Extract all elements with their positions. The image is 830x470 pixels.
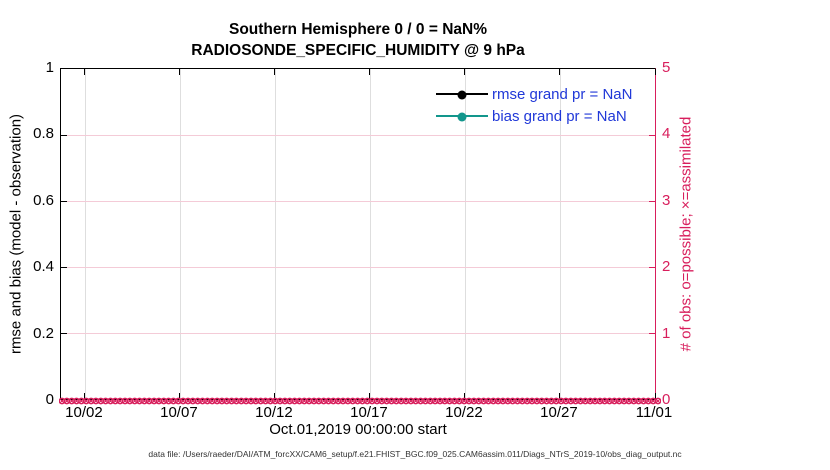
x-tick-bottom (559, 393, 561, 399)
y-tick-label-right: 0 (662, 391, 671, 408)
y-tick-right (649, 200, 655, 202)
x-tick-top (179, 69, 181, 75)
y-tick-left (61, 200, 67, 202)
right-axis-label: # of obs: o=possible; ×=assimilated (677, 116, 695, 352)
vgrid-line (179, 69, 181, 399)
vgrid-line (84, 69, 86, 399)
chart-title-line2: RADIOSONDE_SPECIFIC_HUMIDITY @ 9 hPa (191, 42, 525, 59)
hgrid-line (61, 201, 655, 202)
y-tick-label-right: 3 (662, 191, 671, 209)
legend: rmse grand pr = NaN bias grand pr = NaN (436, 83, 632, 127)
x-tick-top (464, 69, 466, 75)
y-tick-right (649, 134, 655, 136)
legend-line-sample (436, 112, 488, 122)
x-tick-bottom (369, 393, 371, 399)
legend-item: rmse grand pr = NaN (436, 83, 632, 105)
x-tick-top (369, 69, 371, 75)
legend-marker-dot (457, 112, 467, 122)
x-axis-label: Oct.01,2019 00:00:00 start (269, 421, 447, 438)
x-tick-bottom (654, 393, 656, 399)
hgrid-line (61, 267, 655, 268)
legend-item: bias grand pr = NaN (436, 105, 632, 127)
x-tick-top (84, 69, 86, 75)
y-tick-left (61, 134, 67, 136)
legend-label: rmse grand pr = NaN (492, 85, 633, 103)
y-tick-right (649, 332, 655, 334)
y-tick-label-left: 0.4 (33, 258, 54, 276)
y-tick-label-left: 0.6 (33, 191, 54, 209)
chart-title-line1: Southern Hemisphere 0 / 0 = NaN% (229, 21, 487, 38)
legend-line-sample (436, 90, 488, 100)
x-tick-label: 10/02 (65, 404, 103, 421)
y-tick-label-right: 2 (662, 258, 671, 276)
vgrid-line (369, 69, 371, 399)
y-tick-label-left: 0.8 (33, 125, 54, 143)
y-tick-label-right: 1 (662, 324, 671, 342)
x-tick-bottom (179, 393, 181, 399)
y-tick-label-right: 4 (662, 125, 671, 143)
y-tick-label-left: 0.2 (33, 324, 54, 342)
x-tick-top (654, 69, 656, 75)
x-tick-bottom (84, 393, 86, 399)
y-tick-label-left: 0 (45, 391, 54, 408)
x-tick-label: 10/12 (255, 404, 293, 421)
x-tick-bottom (464, 393, 466, 399)
vgrid-line (559, 69, 561, 399)
legend-label: bias grand pr = NaN (492, 107, 627, 125)
hgrid-line (61, 333, 655, 334)
y-tick-label-left: 1 (45, 59, 54, 76)
x-tick-label: 10/27 (540, 404, 578, 421)
hgrid-line (61, 135, 655, 136)
y-tick-left (61, 332, 67, 334)
y-tick-right (649, 266, 655, 268)
y-tick-left (61, 266, 67, 268)
plot-area (60, 68, 656, 400)
obs-count-marker-band (58, 394, 662, 406)
vgrid-line (464, 69, 466, 399)
x-tick-label: 11/01 (635, 404, 673, 421)
x-tick-bottom (274, 393, 276, 399)
legend-marker-dot (457, 90, 467, 100)
y-tick-label-right: 5 (662, 59, 671, 76)
x-tick-top (559, 69, 561, 75)
x-tick-top (274, 69, 276, 75)
x-tick-label: 10/22 (445, 404, 483, 421)
x-tick-label: 10/07 (160, 404, 198, 421)
vgrid-line (274, 69, 276, 399)
left-axis-label: rmse and bias (model - observation) (7, 113, 25, 355)
x-tick-label: 10/17 (350, 404, 388, 421)
footer-datafile-path: data file: /Users/raeder/DAI/ATM_forcXX/… (148, 449, 682, 459)
